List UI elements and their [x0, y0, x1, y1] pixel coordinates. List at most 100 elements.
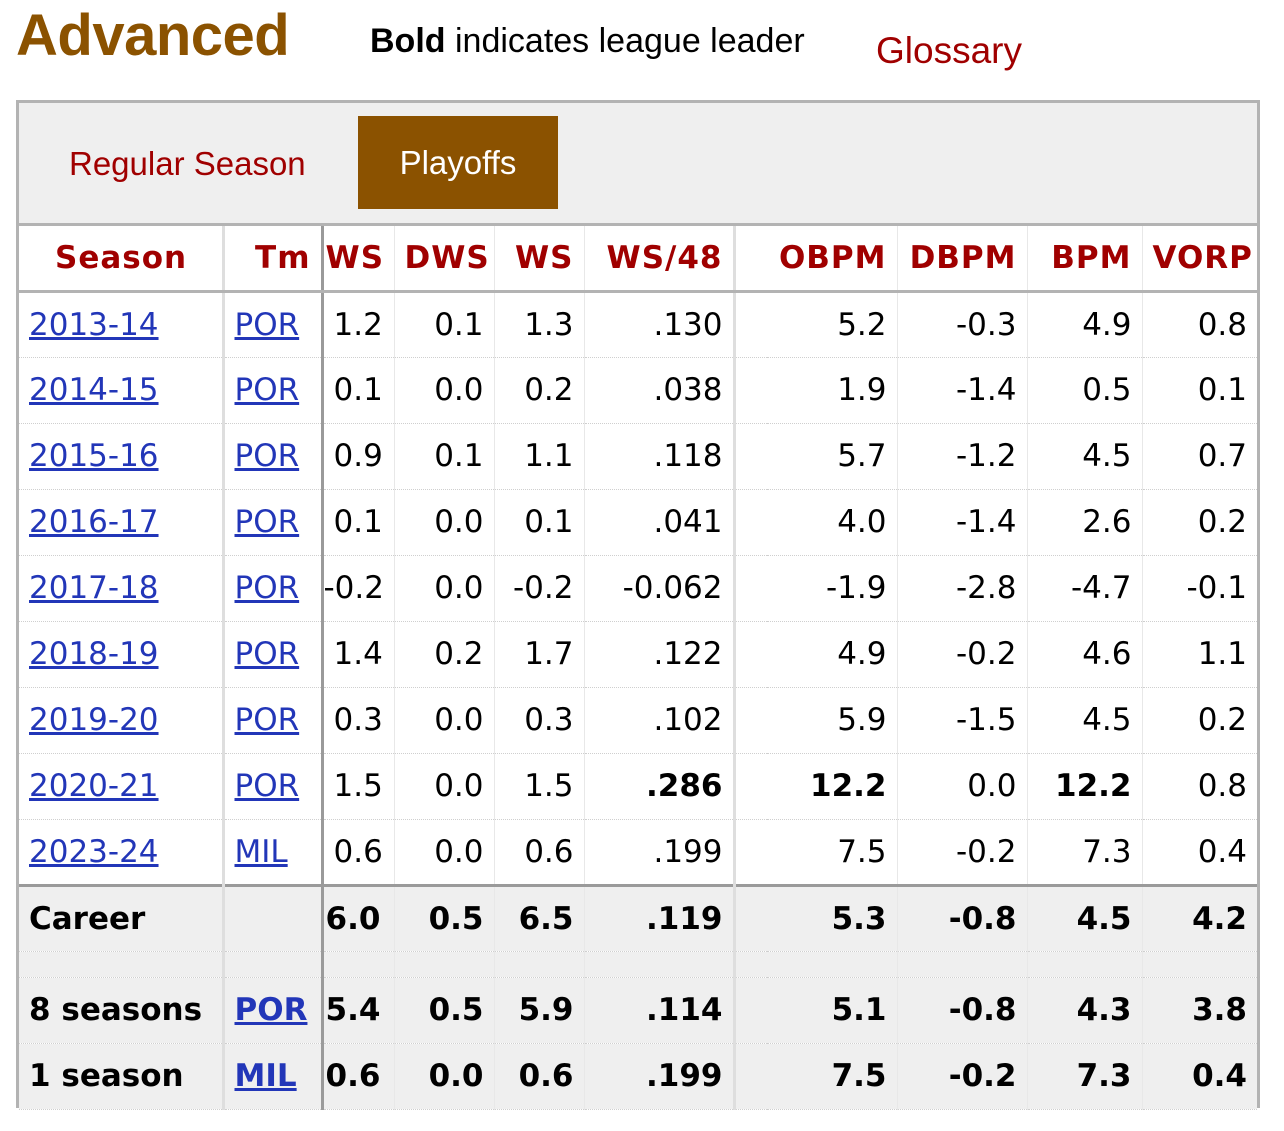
season-link[interactable]: 2023-24 [29, 833, 159, 870]
career-team [223, 883, 324, 952]
cell-vorp: 4.2 [1142, 883, 1257, 952]
team-link[interactable]: POR [234, 992, 308, 1028]
cell-ws: 1.1 [494, 423, 585, 490]
team-link[interactable]: MIL [234, 1058, 297, 1094]
table-row: 2017-18 POR -0.2 0.0 -0.2 -0.062 -1.9 -2.8 -4.7-… [19, 555, 1257, 622]
cell-ws: -0.2 [494, 555, 585, 622]
cell-ws48-leader: .286 [584, 753, 736, 820]
col-header-obpm[interactable]: OBPM [767, 226, 898, 293]
cell-spacer [734, 489, 767, 556]
team-link[interactable]: POR [234, 702, 300, 738]
cell-vorp: 0.8 [1142, 753, 1257, 820]
col-header-ows[interactable]: WS [322, 226, 395, 293]
team-link[interactable]: POR [234, 768, 300, 804]
col-header-ws48[interactable]: WS/48 [584, 226, 736, 293]
split-label: 8 seasons [19, 977, 225, 1044]
cell-ows: 6.0 [322, 883, 395, 952]
tab-playoffs[interactable]: Playoffs [358, 116, 558, 209]
cell-spacer [734, 819, 767, 886]
cell-obpm: 5.2 [767, 291, 898, 358]
league-leader-note: Bold indicates league leader [370, 22, 805, 61]
cell-dbpm: -0.3 [897, 291, 1028, 358]
split-label: 1 season [19, 1043, 225, 1110]
spacer-row [19, 951, 1257, 978]
team-link[interactable]: POR [234, 372, 300, 408]
table-row: 2023-24 MIL 0.6 0.0 0.6.199 7.5 -0.2 7.3 0.4 [19, 819, 1257, 886]
cell-vorp: 0.2 [1142, 489, 1257, 556]
cell-dws: 0.0 [394, 753, 495, 820]
cell-dws: 0.0 [394, 819, 495, 886]
cell-dws: 0.0 [394, 1043, 495, 1110]
glossary-link[interactable]: Glossary [876, 30, 1022, 71]
cell-ows: 0.6 [322, 819, 395, 886]
team-link[interactable]: MIL [234, 833, 288, 870]
team-link[interactable]: POR [234, 438, 300, 474]
cell-obpm-leader: 12.2 [767, 753, 898, 820]
cell-ws48: .118 [584, 423, 736, 490]
cell-spacer [734, 1043, 767, 1110]
cell-dbpm: -1.4 [897, 357, 1028, 424]
cell-dws: 0.1 [394, 423, 495, 490]
cell-dbpm: -1.5 [897, 687, 1028, 754]
cell-ws48: -0.062 [584, 555, 736, 622]
stats-table-container: Regular Season Playoffs Season Tm WS DWS… [16, 100, 1260, 1110]
cell-obpm: 5.1 [767, 977, 898, 1044]
col-header-team[interactable]: Tm [223, 226, 324, 293]
cell-spacer [734, 291, 767, 358]
col-header-vorp[interactable]: VORP [1142, 226, 1257, 293]
season-link[interactable]: 2020-21 [29, 768, 159, 804]
season-link[interactable]: 2014-15 [29, 372, 159, 408]
career-row: Career 6.0 0.5 6.5.119 5.3 -0.8 4.5 4.2 [19, 883, 1257, 952]
team-split-row: 1 season MIL 0.6 0.0 0.6.199 7.5 -0.2 7.3 0.4 [19, 1043, 1257, 1110]
cell-bpm: 4.9 [1027, 291, 1143, 358]
cell-dbpm: -0.2 [897, 621, 1028, 688]
season-link[interactable]: 2013-14 [29, 306, 159, 343]
table-row: 2014-15 POR 0.1 0.0 0.2.038 1.9 -1.4 0.5 0.1 [19, 357, 1257, 424]
season-link[interactable]: 2016-17 [29, 504, 159, 540]
cell-ows: 0.9 [322, 423, 395, 490]
cell-vorp: 0.8 [1142, 291, 1257, 358]
cell-ws: 0.2 [494, 357, 585, 424]
cell-ows: 0.1 [322, 489, 395, 556]
cell-ows: 1.5 [322, 753, 395, 820]
cell-obpm: 1.9 [767, 357, 898, 424]
cell-spacer [734, 423, 767, 490]
season-link[interactable]: 2017-18 [29, 570, 159, 606]
col-header-dbpm[interactable]: DBPM [897, 226, 1028, 293]
cell-dbpm: -1.4 [897, 489, 1028, 556]
season-link[interactable]: 2015-16 [29, 438, 159, 474]
table-row: 2016-17 POR 0.1 0.0 0.1.041 4.0 -1.4 2.6 0.2 [19, 489, 1257, 556]
cell-ws: 6.5 [494, 883, 585, 952]
cell-dbpm: -2.8 [897, 555, 1028, 622]
cell-ws: 0.3 [494, 687, 585, 754]
cell-bpm: 4.5 [1027, 423, 1143, 490]
team-link[interactable]: POR [234, 306, 300, 343]
cell-ws48: .130 [584, 291, 736, 358]
team-link[interactable]: POR [234, 504, 300, 540]
cell-ws: 1.3 [494, 291, 585, 358]
cell-ows: 0.6 [322, 1043, 395, 1110]
col-header-ws[interactable]: WS [494, 226, 585, 293]
table-row: 2019-20 POR 0.3 0.0 0.3.102 5.9 -1.5 4.5 0.2 [19, 687, 1257, 754]
season-link[interactable]: 2019-20 [29, 702, 159, 738]
team-link[interactable]: POR [234, 570, 300, 606]
col-header-season[interactable]: Season [19, 226, 225, 293]
table-row: 2013-14 POR 1.2 0.1 1.3.130 5.2 -0.3 4.9 0.8 [19, 291, 1257, 358]
tab-regular-season[interactable]: Regular Season [69, 145, 306, 182]
cell-ws48: .119 [584, 883, 736, 952]
cell-bpm: 7.3 [1027, 1043, 1143, 1110]
cell-bpm: 4.3 [1027, 977, 1143, 1044]
cell-ws48: .041 [584, 489, 736, 556]
cell-vorp: -0.1 [1142, 555, 1257, 622]
cell-ws48: .122 [584, 621, 736, 688]
cell-bpm: 4.5 [1027, 687, 1143, 754]
cell-ws48: .114 [584, 977, 736, 1044]
cell-ws48: .199 [584, 819, 736, 886]
cell-vorp: 1.1 [1142, 621, 1257, 688]
col-header-dws[interactable]: DWS [394, 226, 495, 293]
col-header-bpm[interactable]: BPM [1027, 226, 1143, 293]
team-split-row: 8 seasons POR 5.4 0.5 5.9.114 5.1 -0.8 4.3 3.8 [19, 977, 1257, 1044]
cell-spacer [734, 357, 767, 424]
team-link[interactable]: POR [234, 636, 300, 672]
season-link[interactable]: 2018-19 [29, 636, 159, 672]
